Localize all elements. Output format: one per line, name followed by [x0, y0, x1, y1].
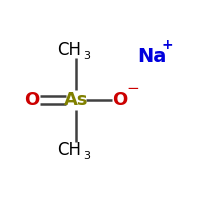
Text: O: O [24, 91, 40, 109]
Text: CH: CH [57, 141, 81, 159]
Text: +: + [161, 38, 173, 52]
Text: −: − [127, 81, 139, 96]
Text: As: As [64, 91, 88, 109]
Text: CH: CH [57, 41, 81, 59]
Text: 3: 3 [83, 51, 90, 61]
Text: Na: Na [137, 46, 167, 66]
Text: O: O [112, 91, 128, 109]
Text: 3: 3 [83, 151, 90, 161]
